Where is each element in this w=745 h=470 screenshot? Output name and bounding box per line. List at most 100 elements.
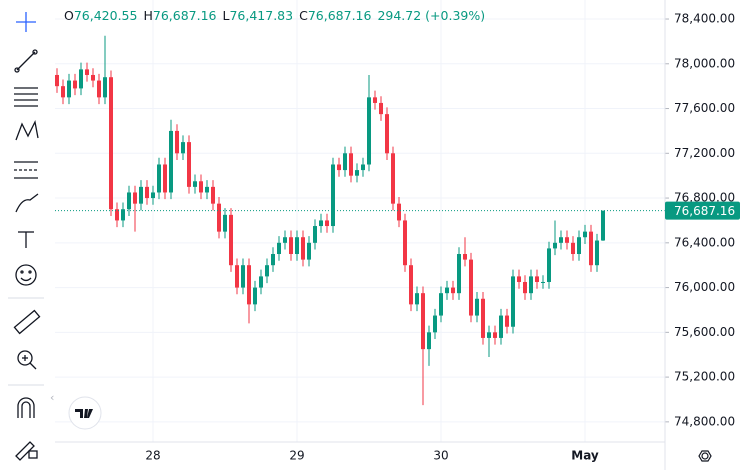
- x-tick-label: 29: [289, 449, 304, 463]
- lock-tool[interactable]: [15, 441, 38, 461]
- candle-body: [439, 293, 443, 316]
- candle-body: [229, 214, 233, 266]
- candle-body: [427, 332, 431, 350]
- candle-body: [163, 164, 167, 193]
- y-tick-label: 76,800.00: [674, 191, 735, 205]
- change-label: 294.72 (+0.39%): [377, 8, 486, 23]
- ohlc-legend: O76,420.55 H76,687.16 L76,417.83 C76,687.16…: [64, 8, 485, 23]
- ruler-tool[interactable]: [13, 309, 41, 335]
- candle-body: [403, 220, 407, 266]
- text-tool[interactable]: [18, 231, 34, 248]
- candle-body: [259, 276, 263, 288]
- forecast-tool[interactable]: [14, 161, 38, 179]
- y-tick-label: 77,200.00: [674, 146, 735, 160]
- candle-body: [187, 142, 191, 187]
- candle-body: [277, 242, 281, 255]
- candle-body: [421, 293, 425, 350]
- candle-body: [559, 237, 563, 243]
- candle-body: [319, 220, 323, 227]
- candle-body: [367, 97, 371, 165]
- candle-body: [355, 170, 359, 176]
- candle-body: [535, 276, 539, 282]
- candle-body: [379, 102, 383, 115]
- y-tick-label: 75,200.00: [674, 370, 735, 384]
- ohlc-value: 76,417.83: [229, 8, 294, 23]
- candle-body: [433, 315, 437, 333]
- candle-body: [373, 97, 377, 103]
- last-price-box: [665, 201, 740, 220]
- pattern-tool[interactable]: [15, 119, 39, 141]
- ohlc-item: L76,417.83: [223, 8, 294, 23]
- ohlc-key: O: [64, 8, 74, 23]
- candle-body: [253, 287, 257, 305]
- candle-body: [451, 287, 455, 294]
- y-tick-label: 78,400.00: [674, 12, 735, 26]
- candle-body: [481, 298, 485, 338]
- candle-body: [127, 192, 131, 210]
- candle-body: [169, 130, 173, 193]
- candle-body: [589, 231, 593, 266]
- candle-body: [415, 293, 419, 305]
- tv-logo[interactable]: [68, 396, 102, 430]
- candle-body: [445, 287, 449, 294]
- candle-body: [541, 281, 545, 283]
- candle-body: [73, 80, 77, 89]
- y-tick-label: 77,600.00: [674, 101, 735, 115]
- candle-body: [115, 209, 119, 221]
- candle-body: [175, 130, 179, 154]
- candle-body: [97, 80, 101, 98]
- toolbar: [8, 12, 44, 461]
- candle-body: [217, 203, 221, 232]
- candle-body: [289, 237, 293, 255]
- candle-body: [247, 265, 251, 305]
- candle-body: [133, 192, 137, 204]
- candle-body: [235, 265, 239, 288]
- candle-body: [547, 248, 551, 282]
- candle-body: [79, 69, 83, 89]
- brush-tool[interactable]: [15, 193, 39, 213]
- last-price-label: 76,687.16: [674, 204, 735, 218]
- candle-body: [139, 186, 143, 204]
- candle-body: [487, 332, 491, 338]
- trendline-tool[interactable]: [14, 49, 38, 73]
- candle-body: [397, 203, 401, 221]
- settings-icon[interactable]: [698, 450, 712, 462]
- ohlc-item: O76,420.55: [64, 8, 137, 23]
- candle-body: [331, 164, 335, 227]
- x-tick-label: 28: [145, 449, 160, 463]
- candle-body: [121, 209, 125, 221]
- candle-body: [211, 186, 215, 204]
- x-tick-label: 30: [433, 449, 448, 463]
- candle-body: [61, 86, 65, 98]
- crosshair-tool[interactable]: [16, 12, 36, 32]
- emoji-tool[interactable]: [15, 264, 37, 286]
- ohlc-value: 76,687.16: [152, 8, 217, 23]
- candle-body: [103, 77, 107, 98]
- candle-body: [385, 114, 389, 154]
- candle-body: [361, 164, 365, 171]
- candle-body: [55, 74, 59, 87]
- candle-body: [595, 240, 599, 266]
- candle-body: [463, 254, 467, 260]
- zoom-tool[interactable]: [17, 350, 37, 370]
- candle-body: [475, 298, 479, 316]
- x-tick-label: May: [571, 449, 599, 463]
- candle-body: [469, 259, 473, 316]
- candle-body: [301, 237, 305, 260]
- collapse-arrow[interactable]: ‹: [50, 391, 54, 404]
- candle-body: [601, 210, 605, 241]
- candle-body: [565, 237, 569, 243]
- candle-body: [457, 254, 461, 294]
- candle-body: [151, 192, 155, 199]
- candle-body: [199, 181, 203, 193]
- y-tick-label: 78,000.00: [674, 56, 735, 70]
- fib-tool[interactable]: [14, 87, 38, 107]
- candle-body: [313, 226, 317, 243]
- candle-body: [523, 281, 527, 294]
- candle-body: [145, 186, 149, 199]
- candle-body: [205, 186, 209, 193]
- magnet-tool[interactable]: [17, 397, 35, 418]
- candle-body: [409, 265, 413, 305]
